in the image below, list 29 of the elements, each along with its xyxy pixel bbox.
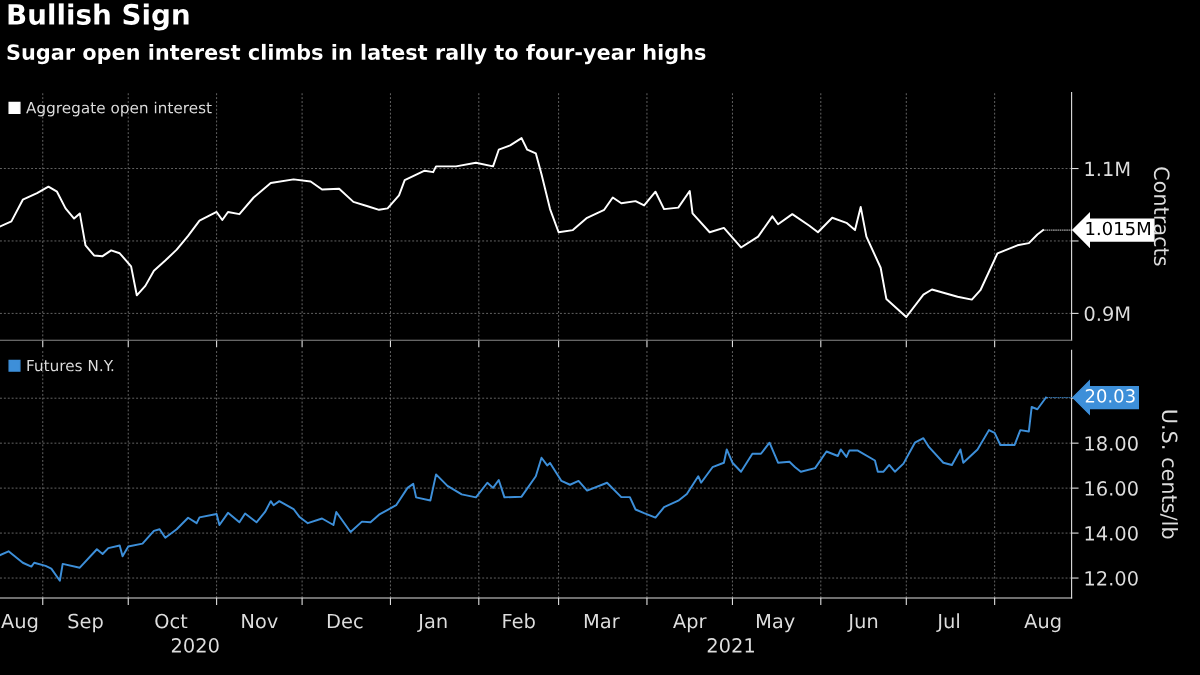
- x-tick-label: Feb: [503, 613, 535, 629]
- x-tick-label: Aug: [1024, 613, 1061, 633]
- x-tick-label: Sep: [68, 613, 103, 633]
- chart-title: Bullish Sign: [8, 3, 189, 31]
- x-tick-label: Mar: [584, 613, 620, 629]
- legend-label: Aggregate open interest: [26, 101, 212, 117]
- x-tick-label: Nov: [242, 613, 278, 629]
- text: 2020: [171, 638, 219, 653]
- y-axis-title: U.S. cents/lb: [1160, 410, 1178, 539]
- chart-subtitle: Sugar open interest climbs in latest rally to four-year highs: [7, 43, 706, 65]
- y-tick-label: 1.1M: [1085, 161, 1130, 176]
- x-tick-label: Apr: [673, 613, 707, 633]
- text: 2021: [707, 638, 754, 653]
- y-tick-label: 14.00: [1085, 526, 1138, 541]
- annotation: 1.015M: [1086, 221, 1150, 236]
- annotation: 20.03: [1085, 389, 1135, 403]
- legend-label: Futures N.Y.: [27, 359, 114, 372]
- x-tick-label: Oct: [155, 613, 188, 629]
- y-tick-label: 0.9M: [1084, 306, 1130, 322]
- x-tick-label: May: [757, 613, 795, 633]
- x-tick-label: Jul: [936, 613, 959, 632]
- y-tick-label: 12.00: [1085, 571, 1138, 586]
- x-tick-label: Jun: [847, 613, 878, 632]
- y-axis-title: Contracts: [1153, 167, 1170, 266]
- x-tick-label: Aug: [1, 613, 38, 633]
- x-tick-label: Dec: [327, 613, 363, 629]
- y-tick-label: 18.00: [1085, 436, 1138, 451]
- x-tick-label: Jan: [417, 613, 447, 632]
- y-tick-label: 16.00: [1085, 481, 1138, 496]
